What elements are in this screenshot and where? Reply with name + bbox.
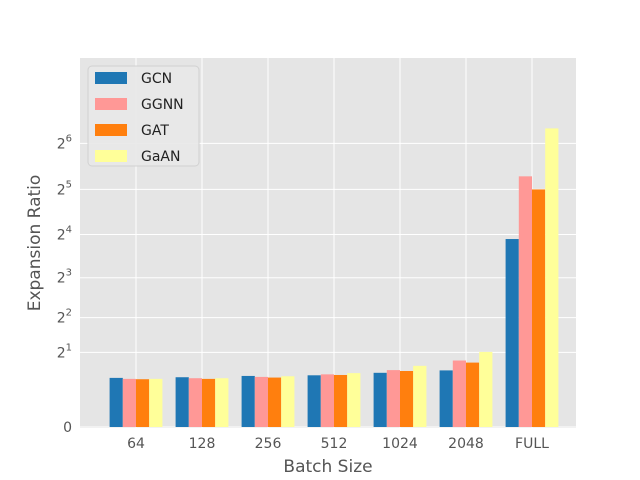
y-tick-labels: 0 21 22 23 24 25 26 bbox=[57, 133, 72, 436]
bar-gat-64 bbox=[136, 379, 150, 427]
bar-gaan-2048 bbox=[479, 351, 493, 427]
bar-gcn-256 bbox=[241, 375, 255, 427]
bar-gcn-1024 bbox=[373, 372, 387, 427]
bar-gat-256 bbox=[268, 377, 282, 427]
legend-label-ggnn: GGNN bbox=[141, 97, 184, 113]
legend-swatch-gcn bbox=[95, 72, 127, 84]
bar-gaan-1024 bbox=[413, 365, 427, 427]
bar-gat-2048 bbox=[466, 362, 480, 427]
x-tick-label: 64 bbox=[127, 436, 145, 452]
y-tick-label: 24 bbox=[57, 224, 72, 243]
y-tick-label: 26 bbox=[57, 133, 72, 152]
bars bbox=[109, 128, 559, 427]
x-tick-label: 2048 bbox=[448, 436, 484, 452]
x-tick-label: 128 bbox=[189, 436, 216, 452]
y-axis-label: Expansion Ratio bbox=[25, 175, 45, 312]
bar-gaan-512 bbox=[347, 373, 361, 427]
x-axis-label: Batch Size bbox=[283, 457, 372, 477]
legend-box bbox=[87, 65, 200, 167]
bar-gat-1024 bbox=[400, 370, 414, 427]
bar-gaan-full bbox=[545, 128, 559, 427]
legend-label-gaan: GaAN bbox=[141, 149, 180, 165]
bar-gaan-128 bbox=[215, 378, 229, 427]
legend-swatch-gat bbox=[95, 124, 127, 136]
y-tick-label: 22 bbox=[57, 308, 72, 327]
bar-ggnn-128 bbox=[188, 378, 202, 427]
bar-ggnn-256 bbox=[254, 376, 268, 427]
x-tick-labels: 64 128 256 512 1024 2048 FULL bbox=[127, 436, 549, 452]
x-tick-label: FULL bbox=[515, 436, 549, 452]
y-tick-label: 25 bbox=[57, 179, 72, 198]
bar-ggnn-1024 bbox=[386, 370, 400, 427]
legend-label-gat: GAT bbox=[141, 123, 169, 139]
x-tick-label: 256 bbox=[255, 436, 282, 452]
bar-gcn-2048 bbox=[439, 370, 453, 427]
bar-gat-512 bbox=[334, 374, 348, 427]
bar-ggnn-2048 bbox=[452, 360, 466, 427]
x-tick-label: 1024 bbox=[382, 436, 418, 452]
legend-swatch-gaan bbox=[95, 150, 127, 162]
y-tick-label: 23 bbox=[57, 268, 72, 287]
x-tick-label: 512 bbox=[321, 436, 348, 452]
bar-gcn-full bbox=[505, 239, 519, 427]
bar-gat-128 bbox=[202, 378, 216, 427]
bar-ggnn-64 bbox=[122, 378, 136, 427]
bar-gaan-256 bbox=[281, 376, 295, 427]
legend-swatch-ggnn bbox=[95, 98, 127, 110]
y-tick-label: 0 bbox=[63, 420, 72, 436]
bar-gcn-128 bbox=[175, 377, 189, 427]
bar-gat-full bbox=[532, 189, 546, 427]
bar-ggnn-512 bbox=[320, 374, 334, 427]
bar-ggnn-full bbox=[518, 176, 532, 427]
y-tick-label: 21 bbox=[57, 342, 72, 361]
legend: GCN GGNN GAT GaAN bbox=[87, 65, 200, 167]
bar-gcn-64 bbox=[109, 377, 123, 427]
legend-label-gcn: GCN bbox=[141, 71, 172, 87]
bar-gaan-64 bbox=[149, 378, 163, 427]
bar-gcn-512 bbox=[307, 375, 321, 427]
